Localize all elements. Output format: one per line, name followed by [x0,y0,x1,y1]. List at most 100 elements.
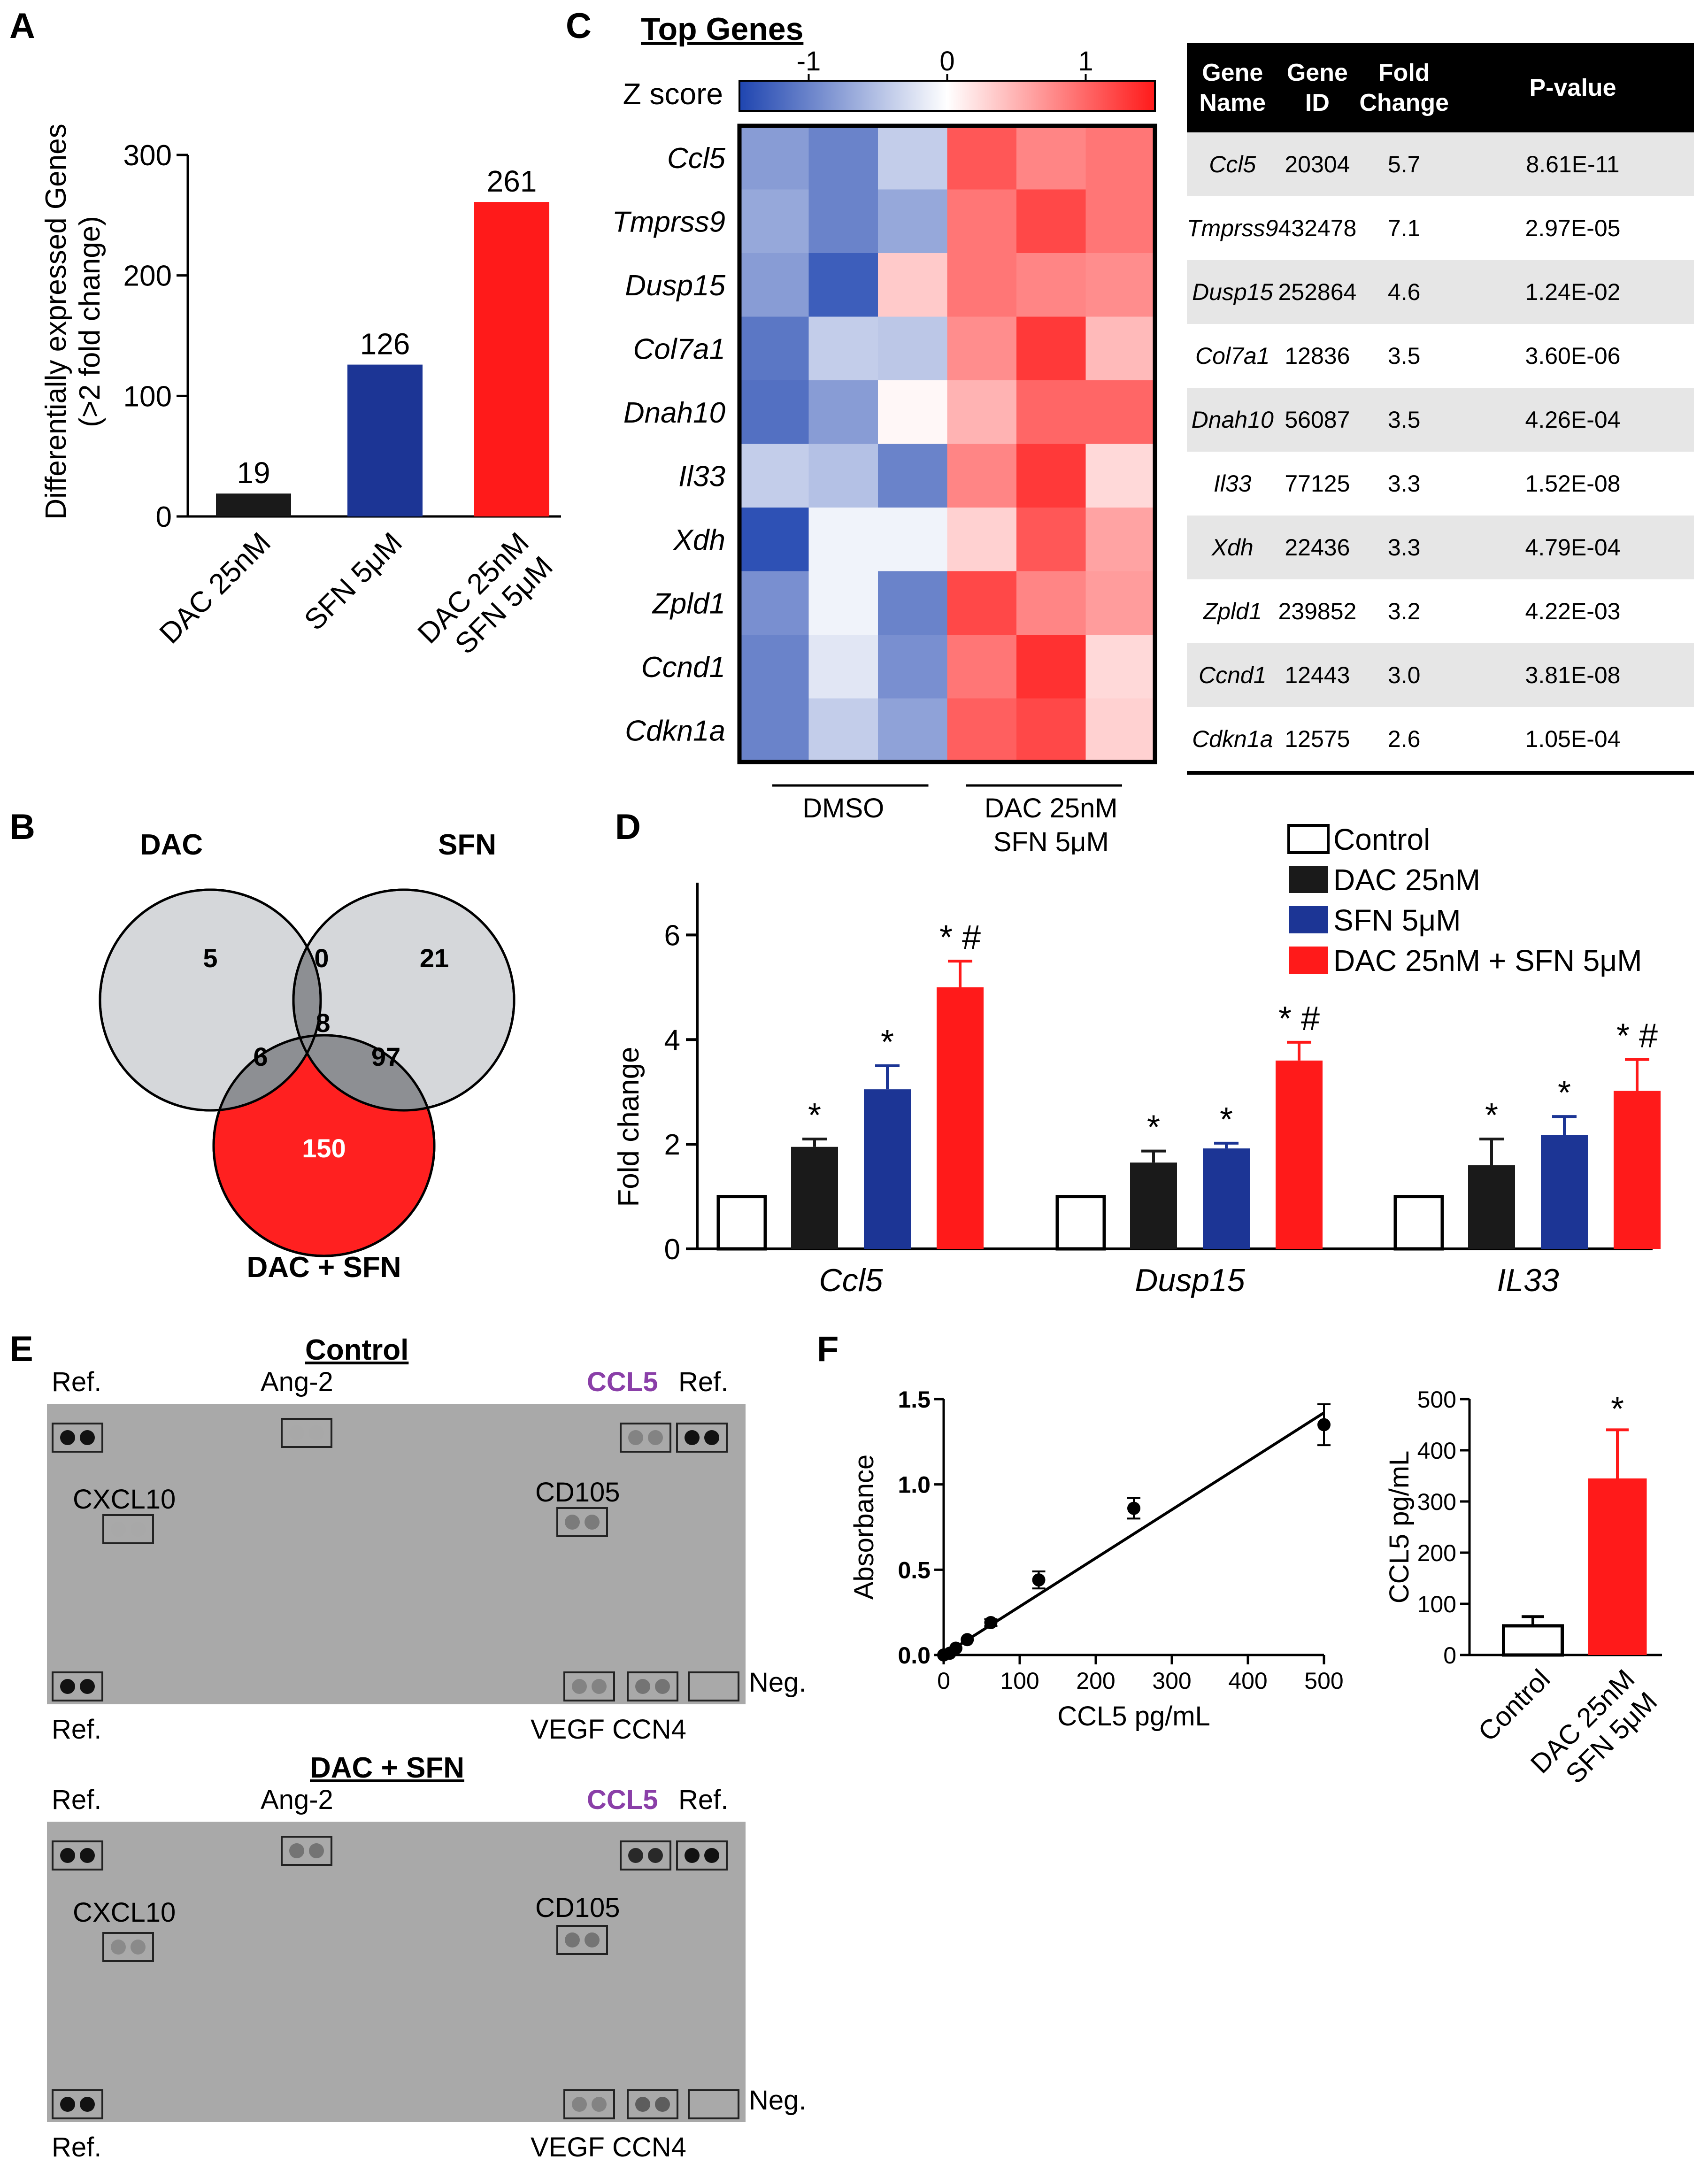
table-row: Col7a1 12836 3.5 3.60E-06 [1187,324,1694,388]
heatmap-cell [739,571,809,635]
a-ytick-label: 300 [123,139,172,172]
heatmap-cell [1085,126,1155,190]
venn-count-combo-only: 150 [302,1133,346,1163]
heatmap-cell [1016,253,1086,317]
blot-ang2-box [281,1836,332,1866]
a-category-label: DAC 25nMSFN 5μM [412,526,559,674]
table-row: Zpld1 239852 3.2 4.22E-03 [1187,579,1694,643]
blot-ref-box [52,1840,103,1870]
heatmap-row-label: Ccl5 [667,142,726,175]
d-legend-swatch [1289,947,1328,974]
heatmap-row-label: Zpld1 [652,587,725,620]
table-cell: 3.60E-06 [1525,343,1621,369]
venn-label-sfn: SFN [438,829,496,861]
heatmap-cell [947,189,1017,254]
table-cell: 12443 [1278,643,1357,707]
d-bar [1393,1195,1444,1251]
heatmap-cell [739,698,809,762]
blot-ang2-box [281,1418,332,1448]
heatmap-cell [878,380,948,445]
blot-cd105-spot [585,1515,600,1530]
f2-ytick-label: 500 [1417,1386,1456,1413]
table-header-row: Gene Name Gene ID Fold Change P-value [1187,43,1694,132]
blot-ref-label: Ref. [678,1785,729,1815]
a-ytick-label: 200 [123,260,172,293]
d-bar [1130,1162,1177,1249]
heatmap-cell [739,635,809,699]
heatmap-title: Top Genes [641,11,803,47]
a-ylabel-line: (>2 fold change) [74,216,106,427]
d-legend-label: Control [1333,823,1430,856]
a-ytick-label: 0 [156,501,172,533]
heatmap-cell [1085,444,1155,508]
blot-ref-spot [80,1848,95,1863]
panel-label-a: A [9,6,35,46]
blot-ccn4-spot [655,2097,670,2112]
heatmap-cell [947,253,1017,317]
blot-ccn4-box [627,2089,678,2119]
venn-label-combo: DAC + SFN [247,1251,401,1284]
blot-neg-label: Neg. [749,2085,807,2116]
a-category-label: SFN 5μM [298,526,408,637]
heatmap-border [737,123,1157,764]
panel-b-venn: DAC SFN DAC + SFN 5 0 21 8 6 97 150 [99,829,515,1284]
blot-ccl5-spot [628,1848,643,1863]
heatmap-cell [808,189,878,254]
table-cell: 1.52E-08 [1525,470,1621,497]
heatmap-cell [947,126,1017,190]
blot-ccl5-spot [628,1430,643,1445]
heatmap-row-label: Dusp15 [625,269,725,302]
heatmap-cell [1016,698,1086,762]
d-ytick-label: 6 [664,919,680,952]
colorbar-tick-label: 1 [1078,46,1093,77]
panel-c-heatmap: Top Genes Z score -1 0 1 Ccl5 Tmprss9 Dusp15 Col… [612,11,1157,854]
table-cell: Zpld1 [1203,598,1262,624]
f2-ytick-label: 400 [1417,1438,1456,1464]
d-ytick-label: 4 [664,1024,680,1056]
blot-ref-spot [80,1679,95,1694]
table-cell: 4.22E-03 [1525,598,1621,624]
f1-xlabel: CCL5 pg/mL [1057,1701,1210,1732]
blot-vegf-box [563,1671,615,1701]
blot-ang2-spot [289,1843,304,1858]
heatmap-cell [1085,189,1155,254]
heatmap-cell [878,316,948,381]
blot-cxcl10-spot [131,1522,146,1537]
table-header-cell: Gene Name [1187,43,1278,132]
venn-overlap-sfn-combo [293,1035,434,1110]
heatmap-row-label: Dnah10 [623,397,725,429]
blot-vegf-box [563,2089,615,2119]
d-ytick-label: 0 [664,1233,680,1266]
blot-ref-spot [60,1848,75,1863]
f2-category-line: Control [1472,1663,1556,1747]
table-cell: Dnah10 [1187,388,1278,452]
d-bar [1541,1135,1588,1249]
blot-ref-spot [60,1430,75,1445]
heatmap-cell [808,316,878,381]
f1-point [1317,1418,1331,1432]
table-row: Dnah10 56087 3.5 4.26E-04 [1187,388,1694,452]
f1-ytick-label: 1.0 [898,1472,931,1498]
venn-label-dac: DAC [140,829,203,861]
group-label: DMSO [802,793,884,824]
blot-ref-box [52,1671,103,1701]
blot-ref-label: Ref. [52,1785,102,1815]
blot-ref-box [52,1423,103,1453]
blot-ref-label: Ref. [52,2132,102,2163]
table-row: Ccl5 20304 5.7 8.61E-11 [1187,132,1694,196]
table-cell: Ccl5 [1187,132,1278,196]
f1-xtick-label: 500 [1304,1668,1343,1694]
blot-cxcl10-box [102,1514,154,1544]
d-significance-mark: * [1220,1101,1233,1139]
heatmap-cell [878,508,948,572]
heatmap-cell [1085,380,1155,445]
blot-membrane [47,1404,746,1704]
blot-vegf-spot [592,2097,607,2112]
d-category-label: Dusp15 [1135,1262,1245,1298]
heatmap-cell [947,444,1017,508]
d-legend-label: DAC 25nM [1333,863,1480,897]
heatmap-cell [1016,380,1086,445]
heatmap-cell [739,444,809,508]
table-header-cell: Gene ID [1278,43,1357,132]
colorbar-tick-label: -1 [797,46,821,77]
